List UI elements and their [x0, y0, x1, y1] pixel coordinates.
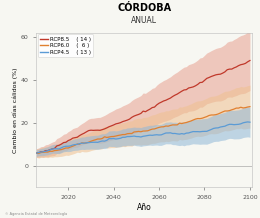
Y-axis label: Cambio en días cálidos (%): Cambio en días cálidos (%) — [12, 67, 18, 153]
Text: CÓRDOBA: CÓRDOBA — [117, 3, 171, 13]
Text: © Agencia Estatal de Meteorología: © Agencia Estatal de Meteorología — [5, 212, 67, 216]
Text: ANUAL: ANUAL — [131, 16, 157, 25]
Legend: RCP8.5    ( 14 ), RCP6.0    (  6 ), RCP4.5    ( 13 ): RCP8.5 ( 14 ), RCP6.0 ( 6 ), RCP4.5 ( 13… — [38, 34, 93, 57]
X-axis label: Año: Año — [137, 203, 152, 212]
